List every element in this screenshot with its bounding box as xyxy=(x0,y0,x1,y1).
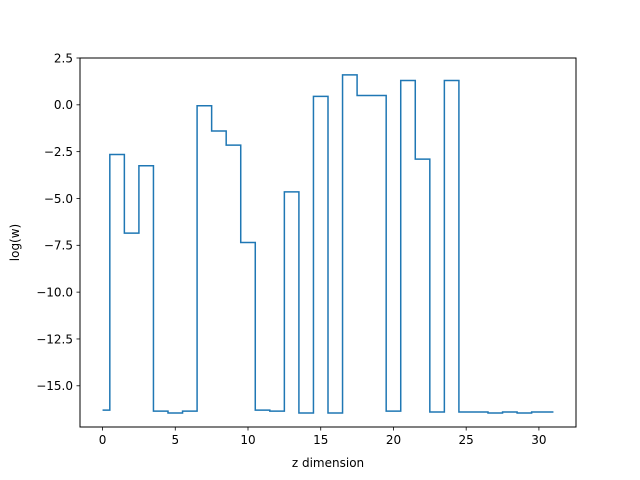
y-axis: 2.5 0.0 −2.5 −5.0 −7.5 −10.0 −12.5 −15.0 xyxy=(36,51,80,393)
y-tick-label: −12.5 xyxy=(36,332,73,346)
x-tick-label: 5 xyxy=(171,433,179,447)
y-tick-label: −7.5 xyxy=(44,239,73,253)
y-tick-label: −15.0 xyxy=(36,379,73,393)
y-tick-label: −2.5 xyxy=(44,145,73,159)
y-axis-label: log(w) xyxy=(8,224,22,261)
x-axis: 0 5 10 15 20 25 30 xyxy=(99,427,547,447)
x-tick-label: 30 xyxy=(531,433,546,447)
y-tick-label: −5.0 xyxy=(44,192,73,206)
y-tick-label: −10.0 xyxy=(36,285,73,299)
x-tick-label: 15 xyxy=(313,433,328,447)
series-line-0 xyxy=(102,74,554,414)
plot-area xyxy=(102,74,554,414)
axes-frame xyxy=(79,57,577,428)
x-tick-label: 25 xyxy=(459,433,474,447)
x-tick-label: 10 xyxy=(240,433,255,447)
x-tick-label: 20 xyxy=(386,433,401,447)
y-tick-label: 0.0 xyxy=(54,98,73,112)
x-tick-label: 0 xyxy=(99,433,107,447)
x-axis-label: z dimension xyxy=(292,456,364,470)
y-tick-label: 2.5 xyxy=(54,51,73,65)
